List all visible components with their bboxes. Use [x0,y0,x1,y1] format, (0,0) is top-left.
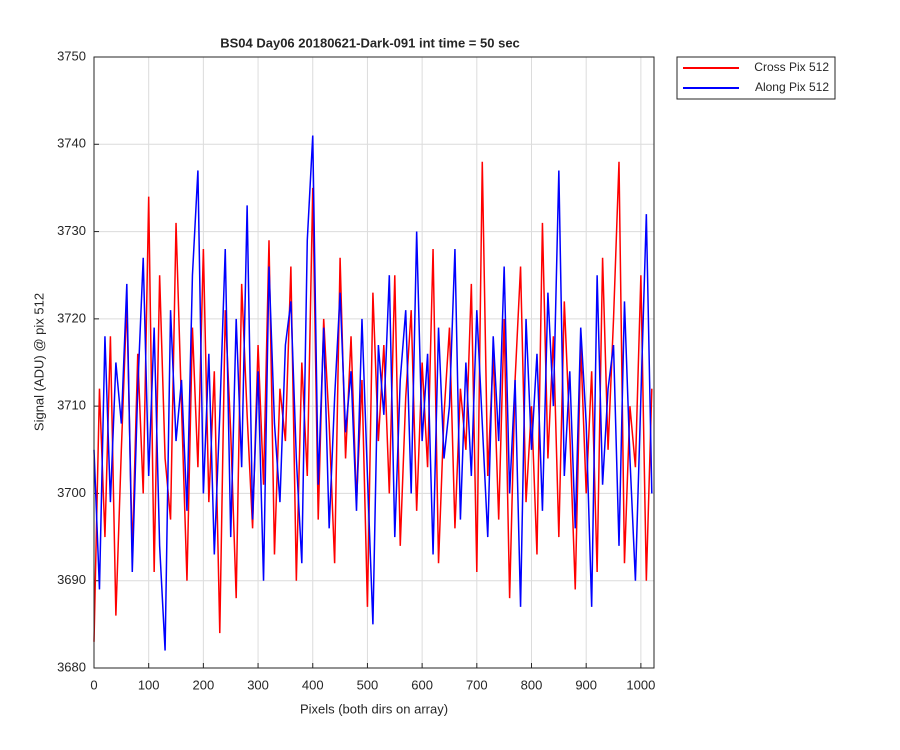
plot-frame [93,56,655,669]
y-tick-label: 3750 [57,48,86,63]
x-tick-label: 0 [90,677,97,692]
x-axis-label: Pixels (both dirs on array) [300,701,448,716]
x-tick-label: 200 [193,677,215,692]
x-tick-label: 100 [138,677,160,692]
x-tick-label: 500 [357,677,379,692]
x-tick-label: 900 [575,677,597,692]
y-tick-label: 3720 [57,310,86,325]
chart-title: BS04 Day06 20180621-Dark-091 int time = … [220,35,520,50]
x-tick-label: 700 [466,677,488,692]
y-tick-label: 3730 [57,223,86,238]
y-tick-label: 3680 [57,659,86,674]
x-tick-label: 400 [302,677,324,692]
legend-label: Along Pix 512 [755,80,829,94]
y-axis-label: Signal (ADU) @ pix 512 [31,293,46,431]
x-tick-label: 600 [411,677,433,692]
x-tick-label: 1000 [626,677,655,692]
x-tick-label: 300 [247,677,269,692]
series-line [93,135,653,651]
legend-label: Cross Pix 512 [754,60,829,74]
y-tick-label: 3740 [57,136,86,151]
y-tick-label: 3690 [57,572,86,587]
series-line [93,161,653,642]
x-tick-label: 800 [521,677,543,692]
legend-box [676,56,836,100]
y-tick-label: 3700 [57,485,86,500]
y-tick-label: 3710 [57,398,86,413]
